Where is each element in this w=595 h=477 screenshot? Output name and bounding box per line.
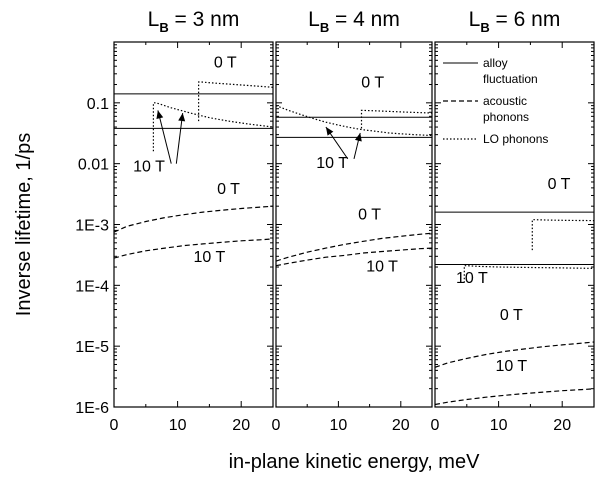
panel-title-rest: = 6 nm [490, 8, 561, 31]
series-dotted-line [276, 105, 432, 137]
panel-2: LB = 4 nm 0 T 10 T 0 T 10 T 0 10 20 [272, 8, 433, 434]
field-label: 0 T [358, 207, 381, 224]
series-dotted-line [531, 219, 594, 251]
panel-title: LB = 4 nm [308, 8, 400, 35]
field-label: 0 T [548, 176, 571, 193]
field-label: 10 T [194, 249, 226, 266]
series-dotted-line [152, 102, 273, 152]
y-axis-label: Inverse lifetime, 1/ps [13, 133, 35, 316]
panel-title-main: L [308, 8, 320, 31]
panel-title-rest: = 4 nm [329, 8, 400, 31]
field-label: 10 T [133, 158, 165, 175]
panel-title-subscript: B [159, 20, 168, 35]
x-tick-label: 0 [110, 417, 119, 434]
series-dashed-line [276, 247, 432, 267]
field-label: 0 T [361, 74, 384, 91]
x-tick-label: 20 [232, 417, 250, 434]
series-dashed-line [114, 238, 273, 259]
series-dashed-line [435, 388, 594, 406]
series-dashed-line [276, 232, 432, 262]
field-label: 10 T [366, 258, 398, 275]
panel-title-subscript: B [480, 20, 489, 35]
series-dashed-line [435, 341, 594, 368]
y-tick-label: 1E-3 [75, 218, 109, 235]
x-tick-label: 20 [392, 417, 410, 434]
legend-label: LO phonons [483, 132, 548, 146]
panel-title-rest: = 3 nm [169, 8, 240, 31]
series-dotted-line [463, 265, 594, 283]
panel-1: LB = 3 nm 0 T 10 T 0 T 10 T 0 10 20 [110, 8, 274, 434]
panel-title: LB = 6 nm [469, 8, 561, 35]
legend-label: phonons [483, 110, 529, 124]
annotation-arrowhead [354, 132, 362, 142]
panel-frame [275, 41, 433, 408]
panel-title: LB = 3 nm [148, 8, 240, 35]
y-tick-labels: 1E-6 1E-5 1E-4 1E-3 0.01 0.1 [75, 96, 109, 417]
series-dotted-line [360, 109, 432, 129]
x-tick-label: 0 [431, 417, 440, 434]
field-label: 10 T [456, 270, 488, 287]
field-label: 0 T [500, 307, 523, 324]
x-tick-label: 10 [330, 417, 348, 434]
series-group [114, 81, 273, 259]
series-group [276, 105, 432, 267]
annotation-arrowhead [178, 113, 186, 122]
y-tick-label: 0.1 [87, 96, 109, 113]
x-tick-label: 10 [490, 417, 508, 434]
annotation-arrowhead [156, 110, 164, 120]
x-tick-label: 20 [553, 417, 571, 434]
field-label: 0 T [214, 55, 237, 72]
panel-frame [113, 41, 274, 408]
x-tick-label: 0 [272, 417, 281, 434]
y-tick-label: 1E-4 [75, 278, 109, 295]
x-axis-label: in-plane kinetic energy, meV [229, 451, 481, 473]
legend-label: alloy [483, 56, 508, 70]
panel-title-main: L [148, 8, 160, 31]
panel-title-main: L [469, 8, 481, 31]
legend-label: fluctuation [483, 72, 538, 86]
annotation-arrow [175, 112, 184, 164]
legend-label: acoustic [483, 94, 527, 108]
y-tick-label: 0.01 [78, 157, 109, 174]
y-tick-label: 1E-5 [75, 339, 109, 356]
y-tick-label: 1E-6 [75, 400, 109, 417]
series-dashed-line [114, 205, 273, 233]
field-label: 0 T [217, 181, 240, 198]
field-label: 10 T [495, 358, 527, 375]
annotation-arrow [157, 110, 172, 164]
series-group [435, 211, 594, 406]
x-tick-label: 10 [169, 417, 187, 434]
legend: alloy fluctuation acoustic phonons LO phonon… [443, 56, 548, 146]
annotation-arrowhead [325, 127, 334, 136]
panel-3: LB = 6 nm 0 T 10 T 0 T 10 T 0 10 20 [431, 8, 595, 434]
series-dotted-line [198, 81, 273, 122]
field-label: 10 T [316, 155, 348, 172]
panel-title-subscript: B [320, 20, 329, 35]
